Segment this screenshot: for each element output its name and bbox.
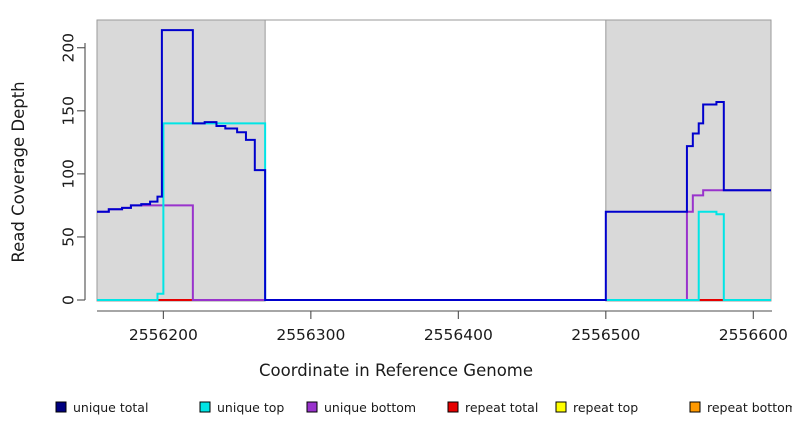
legend-label-repeat-top: repeat top xyxy=(573,400,638,415)
legend-swatch-repeat-bottom xyxy=(689,401,701,413)
y-tick-label: 0 xyxy=(60,295,78,305)
x-tick-label: 2556600 xyxy=(719,326,788,344)
legend-swatch-repeat-top xyxy=(555,401,567,413)
shaded-regions xyxy=(96,19,772,302)
series-group xyxy=(97,29,771,301)
legend-label-repeat-total: repeat total xyxy=(465,400,538,415)
legend-label-unique-bottom: unique bottom xyxy=(324,400,416,415)
series-line-unique-total xyxy=(97,29,771,301)
axes xyxy=(84,43,772,312)
x-tick-label: 2556400 xyxy=(424,326,493,344)
legend-label-repeat-bottom: repeat bottom xyxy=(707,400,792,415)
y-tick-label: 100 xyxy=(60,159,78,189)
repeat-region-left xyxy=(96,19,266,302)
legend-swatch-unique-top xyxy=(199,401,211,413)
x-tick-label: 2556300 xyxy=(276,326,345,344)
legend: unique total unique top unique bottom repea… xyxy=(55,400,792,415)
series-line-unique-top xyxy=(97,122,771,301)
legend-label-unique-top: unique top xyxy=(217,400,284,415)
legend-swatch-unique-bottom xyxy=(306,401,318,413)
x-tick-label: 2556200 xyxy=(129,326,198,344)
legend-swatch-repeat-total xyxy=(447,401,459,413)
x-axis-ticks: 2556200 2556300 2556400 2556500 2556600 xyxy=(129,311,788,344)
x-axis-title: Coordinate in Reference Genome xyxy=(259,361,533,380)
y-axis-title: Read Coverage Depth xyxy=(9,81,28,262)
legend-swatch-unique-total xyxy=(55,401,67,413)
y-tick-label: 150 xyxy=(60,96,78,126)
legend-label-unique-total: unique total xyxy=(73,400,148,415)
y-tick-label: 50 xyxy=(60,227,78,247)
y-axis-ticks: 0 50 100 150 200 xyxy=(60,33,85,305)
x-tick-label: 2556500 xyxy=(571,326,640,344)
repeat-region-right xyxy=(605,19,772,302)
y-tick-label: 200 xyxy=(60,33,78,63)
